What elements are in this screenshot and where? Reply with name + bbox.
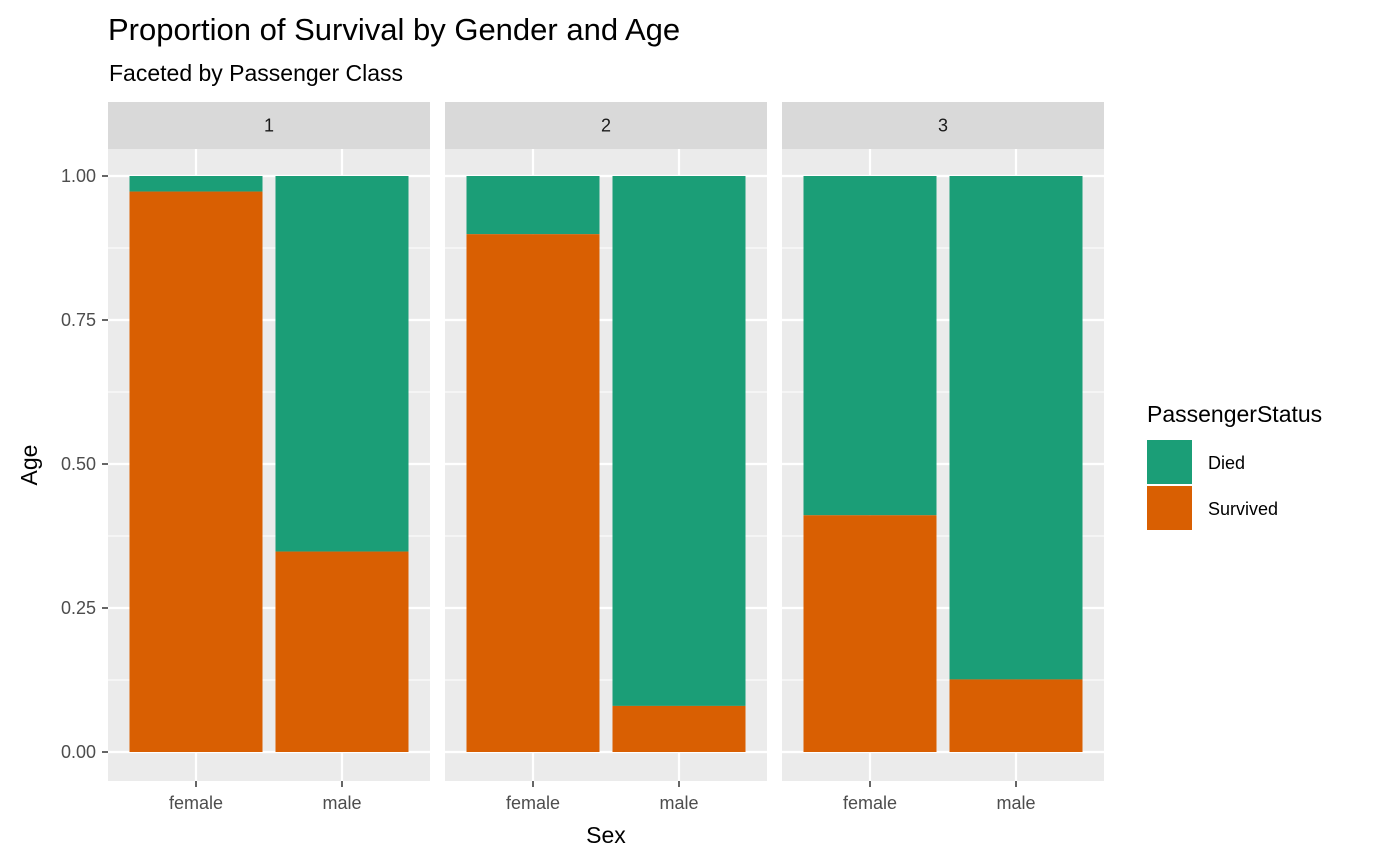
y-tick-label: 0.25 [61,598,96,618]
y-tick-label: 0.00 [61,742,96,762]
bar-survived-female-class-1 [129,191,263,752]
y-axis: 0.00 0.25 0.50 0.75 1.00 [61,166,108,762]
bar-died-male-class-1 [275,176,409,552]
facet-strip [782,102,1104,149]
bar-survived-male-class-2 [612,705,746,752]
facet-panel-3: 3 female male [782,102,1104,813]
chart-title: Proportion of Survival by Gender and Age [108,12,680,47]
facet-strip-label: 2 [601,116,611,136]
facet-strip-label: 1 [264,116,274,136]
bar-survived-female-class-3 [803,515,937,752]
y-tick-label: 1.00 [61,166,96,186]
legend: PassengerStatus Died Survived [1147,401,1322,530]
x-tick-label: male [659,793,698,813]
y-tick-label: 0.75 [61,310,96,330]
facet-strip-label: 3 [938,116,948,136]
x-tick-label: female [843,793,897,813]
facet-panel-2: 2 female male [445,102,767,813]
legend-label-survived: Survived [1208,499,1278,519]
bar-died-male-class-2 [612,176,746,706]
bar-died-female-class-2 [466,176,600,235]
bar-survived-male-class-1 [275,551,409,752]
bar-survived-male-class-3 [949,679,1083,752]
x-tick-label: female [169,793,223,813]
facet-strip [445,102,767,149]
bar-died-female-class-1 [129,176,263,192]
x-tick-label: male [322,793,361,813]
facet-strip [108,102,430,149]
bar-died-female-class-3 [803,176,937,516]
y-axis-title: Age [16,445,42,486]
facet-panel-1: 1 female male [108,102,430,813]
chart-subtitle: Faceted by Passenger Class [109,60,403,86]
legend-key-died [1147,440,1192,484]
x-axis-title: Sex [586,822,626,848]
x-tick-label: female [506,793,560,813]
bar-died-male-class-3 [949,176,1083,680]
legend-label-died: Died [1208,453,1245,473]
legend-key-survived [1147,486,1192,530]
bar-survived-female-class-2 [466,234,600,752]
legend-title: PassengerStatus [1147,401,1322,427]
x-tick-label: male [996,793,1035,813]
facet-panels: 1 female male 2 female male 3 female male [108,102,1104,813]
y-tick-label: 0.50 [61,454,96,474]
